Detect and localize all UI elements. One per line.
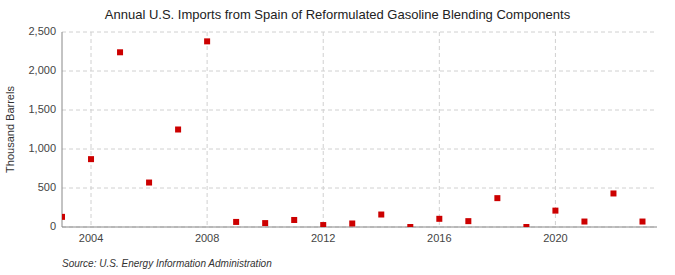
x-grid-line [439, 32, 440, 227]
y-grid-line [62, 227, 657, 228]
point [291, 217, 297, 223]
x-tick-label: 2020 [543, 232, 567, 244]
x-grid-line [207, 32, 208, 227]
x-tick-label: 2008 [195, 232, 219, 244]
y-tick-label: 2,000 [28, 64, 56, 76]
point [175, 127, 181, 133]
point [639, 219, 645, 225]
x-tick-label: 2004 [79, 232, 103, 244]
point [523, 224, 529, 227]
axes: 0 500 1,000 1,500 2,000 2,500 2004 2008 2012 2016… [28, 25, 657, 244]
point [378, 212, 384, 218]
point [320, 222, 326, 227]
y-grid-line [62, 149, 657, 150]
title: Annual U.S. Imports from Spain of Reform… [105, 7, 571, 22]
point [62, 214, 65, 220]
point [204, 38, 210, 44]
point [436, 216, 442, 222]
point [146, 180, 152, 186]
y-grid-line [62, 110, 657, 111]
point [349, 220, 355, 226]
x-grid-line [323, 32, 324, 227]
y-axis-label: Thousand Barrels [4, 86, 16, 173]
points [62, 38, 645, 227]
y-tick-label: 500 [38, 181, 56, 193]
y-grid-line [62, 188, 657, 189]
point [88, 156, 94, 162]
point [262, 220, 268, 226]
y-tick-label: 1,000 [28, 142, 56, 154]
y-axis-line [62, 32, 63, 227]
x-tick-label: 2016 [427, 232, 451, 244]
y-grid-line [62, 71, 657, 72]
source-note: Source: U.S. Energy Information Administ… [62, 258, 272, 269]
y-grid-line [62, 32, 657, 33]
x-grid-line [91, 32, 92, 227]
chart-svg: 0 500 1,000 1,500 2,000 2,500 2004 2008 2012 2016… [0, 0, 675, 275]
grid [62, 32, 657, 227]
x-tick-label: 2012 [311, 232, 335, 244]
point [494, 195, 500, 201]
x-axis-line [62, 227, 657, 228]
y-tick-label: 0 [50, 220, 56, 232]
point [581, 219, 587, 225]
y-tick-label: 2,500 [28, 25, 56, 37]
point [407, 224, 413, 227]
point [610, 190, 616, 196]
point [465, 218, 471, 224]
y-tick-label: 1,500 [28, 103, 56, 115]
point [233, 219, 239, 225]
chart-container: 0 500 1,000 1,500 2,000 2,500 2004 2008 2012 2016… [0, 0, 675, 275]
point [552, 208, 558, 214]
point [117, 49, 123, 55]
x-grid-line [555, 32, 556, 227]
